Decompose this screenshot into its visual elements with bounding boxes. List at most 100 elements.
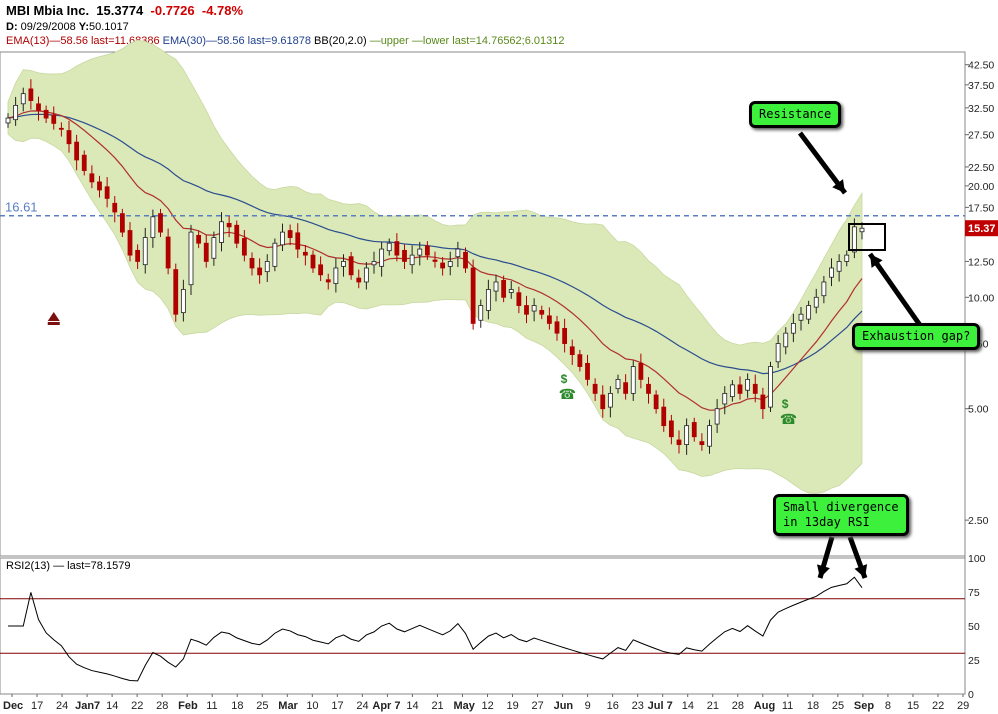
candle [356,277,362,283]
candle [836,261,842,272]
candle [394,241,400,256]
x-tick-label: 25 [256,700,268,712]
bb-last: last=14.76562;6.01312 [452,35,565,47]
x-tick-label: 21 [431,700,443,712]
candle [684,425,690,445]
x-tick-label: 17 [331,700,343,712]
rsi-line [8,576,863,682]
resistance-arrow-head [832,179,845,193]
x-tick-label: Dec [3,700,23,712]
x-tick-label: 24 [356,700,368,712]
candle [127,230,133,256]
x-tick-label: Feb [178,700,198,712]
candle [851,226,857,253]
rsi-tick-label: 0 [968,689,974,701]
ema13-label: EMA(13) [6,35,50,47]
x-tick-label: 16 [607,700,619,712]
x-tick-label: 14 [106,700,118,712]
ema30-line [7,113,863,375]
divergence-arrow-right-head [854,564,868,578]
candle [463,251,468,269]
x-tick-label: 10 [306,700,318,712]
x-tick-label: 14 [682,700,694,712]
candle [844,254,850,262]
candle [554,321,560,334]
x-tick-label: 17 [31,700,43,712]
candle [28,88,34,101]
candle [531,305,537,312]
candle [691,422,697,438]
candle [745,379,751,391]
candle [363,267,369,283]
candle [432,259,438,262]
x-tick-label: 21 [707,700,719,712]
x-tick-label: Aug [754,700,775,712]
x-tick-label: 14 [406,700,418,712]
candle [729,384,735,398]
x-tick-label: 28 [156,700,168,712]
indicator-legend: EMA(13)—58.56 last=11.68386 EMA(30)—58.5… [6,35,565,47]
candle [97,181,102,191]
candle [768,366,773,408]
cursor-date: 09/29/2008 [20,21,76,33]
candle [371,261,377,266]
candle [417,248,423,256]
candle [188,231,194,286]
candle [707,425,712,447]
x-tick-label: 9 [585,700,591,712]
candle [58,127,64,130]
x-tick-label: Jul 7 [648,700,673,712]
candle [516,292,522,306]
candle [226,222,232,228]
candle [203,242,209,262]
candle [89,173,95,183]
candle [234,224,240,244]
x-tick-label: 28 [732,700,744,712]
candle [264,261,270,273]
dollar-icon: $ [782,397,789,411]
candle [470,267,476,324]
bb-upper-label: upper [380,35,409,47]
ema30-detail: 58.56 last=9.61878 [217,35,311,47]
x-tick-label: 18 [807,700,819,712]
candle [676,439,682,445]
candle [737,384,743,394]
candle [165,236,171,269]
candle [379,248,385,267]
x-tick-label: 11 [206,700,217,712]
candle [402,249,407,262]
candle [646,383,651,394]
symbol-name: MBI Mbia Inc. [6,3,90,18]
candle [257,267,263,276]
candle [752,383,758,394]
candle [623,382,629,394]
candle [196,234,202,244]
candle [607,392,613,408]
candle [790,323,796,334]
candle [5,117,11,124]
cursor-y: 50.1017 [88,21,129,33]
candle [501,279,507,298]
resistance-arrow [798,131,847,195]
x-tick-label: 18 [231,700,243,712]
candle [478,305,484,321]
gap-arrow [867,252,925,330]
candle [630,366,636,394]
candle [272,242,278,267]
candle [615,379,621,390]
candle [813,296,819,308]
y-tick-label: 17.50 [968,202,994,214]
rsi-legend: RSI2(13) — last=78.1579 [6,560,130,572]
candle [36,103,41,111]
candle [661,406,667,427]
candle [81,154,87,171]
y-tick-label: 20.00 [968,181,994,193]
x-tick-label: 15 [907,700,919,712]
y-tick-label: 12.50 [968,256,994,268]
candle [13,104,19,121]
rsi-panel [0,557,966,695]
gap-box [848,223,886,251]
y-tick-label: 27.50 [968,130,994,142]
